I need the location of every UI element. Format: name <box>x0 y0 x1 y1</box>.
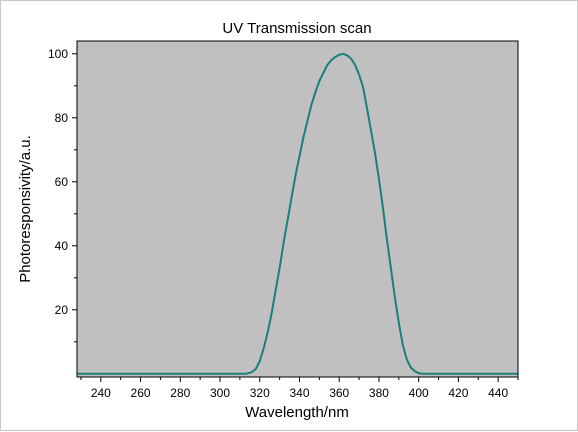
x-tick-label: 320 <box>250 386 270 400</box>
x-tick-label: 440 <box>488 386 508 400</box>
y-tick-label: 40 <box>55 239 69 253</box>
plot-area <box>77 41 518 377</box>
axes: 240 260 280 300 320 340 360 380 400 420 440 20 40 60 8… <box>48 40 519 400</box>
x-axis-label: Wavelength/nm <box>245 404 349 421</box>
y-tick-label: 80 <box>55 111 69 125</box>
x-tick-label: 340 <box>289 386 309 400</box>
y-tick-label: 20 <box>55 303 69 317</box>
y-tick-label: 100 <box>48 47 68 61</box>
x-tick-label: 280 <box>170 386 190 400</box>
chart-title: UV Transmission scan <box>222 20 371 37</box>
plot-frame <box>76 40 519 378</box>
series-line-0 <box>77 52 518 375</box>
x-tick-label: 380 <box>369 386 389 400</box>
x-tick-label: 400 <box>409 386 429 400</box>
x-tick-label: 420 <box>448 386 468 400</box>
x-tick-label: 360 <box>329 386 349 400</box>
x-tick-label: 240 <box>91 386 111 400</box>
y-tick-label: 60 <box>55 175 69 189</box>
x-tick-label: 300 <box>210 386 230 400</box>
y-axis-label: Photoresponsivity/a.u. <box>17 135 34 283</box>
x-tick-label: 260 <box>131 386 151 400</box>
plot-marks <box>77 52 518 375</box>
